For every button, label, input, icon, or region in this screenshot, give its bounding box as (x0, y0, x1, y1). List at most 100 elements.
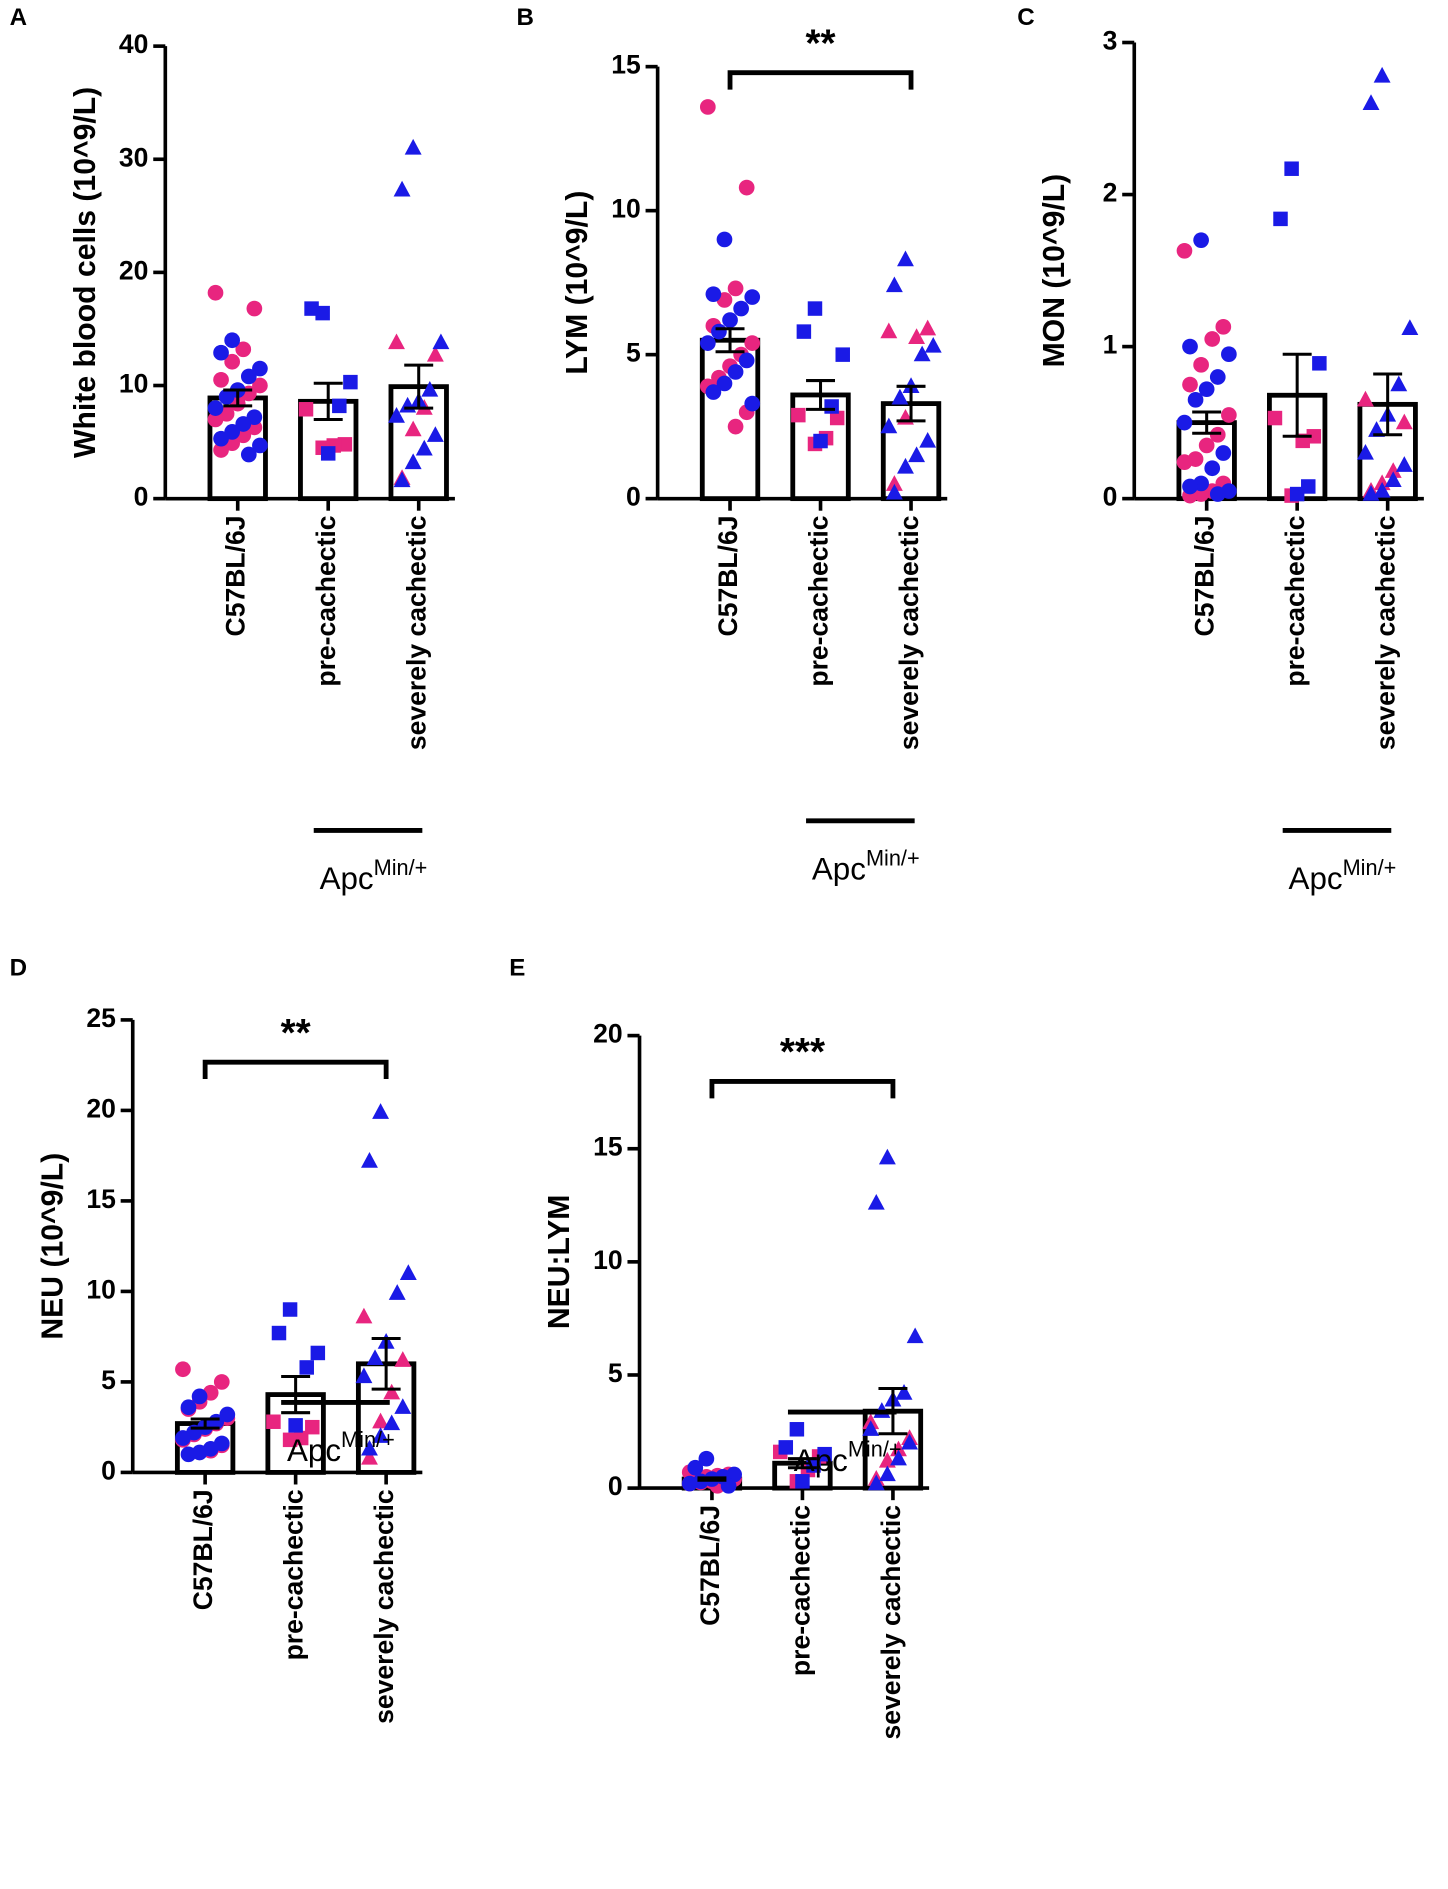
y-tick-label: 20 (593, 1019, 623, 1049)
data-point (361, 1439, 378, 1456)
data-point (361, 1448, 378, 1465)
data-point (235, 341, 252, 358)
data-point (1215, 318, 1232, 335)
data-point (293, 1430, 309, 1446)
y-axis-label: NEU:LYM (543, 1195, 576, 1330)
panel-letter: B (516, 4, 533, 31)
data-point (361, 1152, 378, 1168)
y-axis-label: MON (10^9/L) (1038, 174, 1071, 368)
data-point (1395, 456, 1413, 472)
data-point (722, 312, 738, 328)
data-point (383, 1383, 401, 1400)
error-bar (223, 388, 253, 408)
data-point (1306, 429, 1322, 444)
data-point (1273, 211, 1288, 227)
data-point (1182, 338, 1198, 355)
data-point (337, 437, 353, 452)
data-point (733, 300, 749, 317)
data-point (897, 457, 914, 474)
data-point (885, 483, 903, 500)
y-tick-label: 0 (101, 1455, 116, 1485)
data-point (1204, 331, 1221, 347)
data-point (213, 442, 229, 458)
data-point (1401, 319, 1419, 335)
data-point (399, 1264, 417, 1280)
data-point (897, 250, 914, 267)
data-point (1384, 462, 1402, 478)
data-point (1221, 346, 1237, 363)
data-point (213, 344, 229, 361)
data-point (744, 335, 761, 351)
y-tick-label: 10 (611, 194, 641, 224)
data-point (1312, 356, 1327, 371)
data-point (1198, 381, 1215, 398)
error-bar (404, 363, 434, 410)
data-point (1193, 232, 1209, 249)
group-label-main: Apc (320, 861, 374, 896)
group-label: ApcMin/+ (794, 1436, 902, 1478)
data-point (282, 1302, 298, 1317)
group-label-main: Apc (1289, 861, 1343, 896)
group-label-main: Apc (794, 1443, 848, 1478)
data-point (343, 374, 358, 390)
data-point (404, 420, 422, 437)
x-tick-label: C57BL/6J (221, 516, 251, 637)
data-point (901, 1433, 919, 1450)
error-bar (787, 1457, 817, 1470)
data-point (175, 1361, 191, 1378)
data-point (1198, 437, 1215, 454)
data-point (246, 300, 263, 317)
data-point (1395, 413, 1413, 430)
data-point (1209, 369, 1226, 385)
data-point (213, 430, 229, 447)
data-point (404, 453, 422, 470)
data-point (1187, 391, 1204, 408)
data-point (240, 368, 257, 385)
data-point (878, 1465, 896, 1482)
group-label-sup: Min/+ (848, 1436, 902, 1461)
data-point (867, 1193, 885, 1210)
y-tick-label: 20 (86, 1093, 116, 1123)
data-point (705, 286, 722, 303)
x-tick-label: pre-cachectic (785, 1505, 815, 1676)
data-point (394, 1351, 412, 1367)
data-point (372, 1103, 390, 1119)
data-point (252, 437, 268, 454)
data-point (895, 1384, 913, 1400)
data-point (885, 276, 903, 293)
y-tick-label: 5 (608, 1358, 623, 1388)
data-point (355, 1367, 373, 1384)
data-point (716, 375, 733, 392)
data-point (1373, 66, 1391, 83)
data-point (304, 301, 319, 316)
group-label: ApcMin/+ (1289, 855, 1397, 897)
data-point (699, 99, 716, 115)
data-point (1267, 410, 1283, 426)
panel-letter: C (1017, 4, 1034, 31)
data-point (266, 1414, 281, 1429)
data-point (213, 1374, 230, 1390)
x-tick-label: severely cachectic (894, 516, 924, 751)
significance-label: ** (281, 1012, 311, 1055)
y-axis-label: LYM (10^9/L) (561, 191, 594, 375)
y-axis-label: NEU (10^9/L) (36, 1153, 69, 1340)
data-point (320, 446, 336, 461)
data-point (919, 431, 937, 448)
data-point (224, 353, 241, 370)
data-point (738, 179, 755, 196)
error-bar (371, 1336, 401, 1391)
data-point (885, 475, 903, 491)
data-point (796, 324, 812, 339)
data-point (1193, 356, 1209, 373)
panel-letter: A (10, 4, 27, 31)
data-point (271, 1325, 287, 1341)
data-point (1176, 454, 1193, 470)
data-point (180, 1446, 197, 1463)
data-point (705, 384, 722, 400)
data-point (1209, 426, 1226, 443)
error-bar (715, 327, 745, 354)
data-point (778, 1440, 794, 1455)
data-point (913, 345, 931, 362)
data-point (738, 352, 755, 369)
